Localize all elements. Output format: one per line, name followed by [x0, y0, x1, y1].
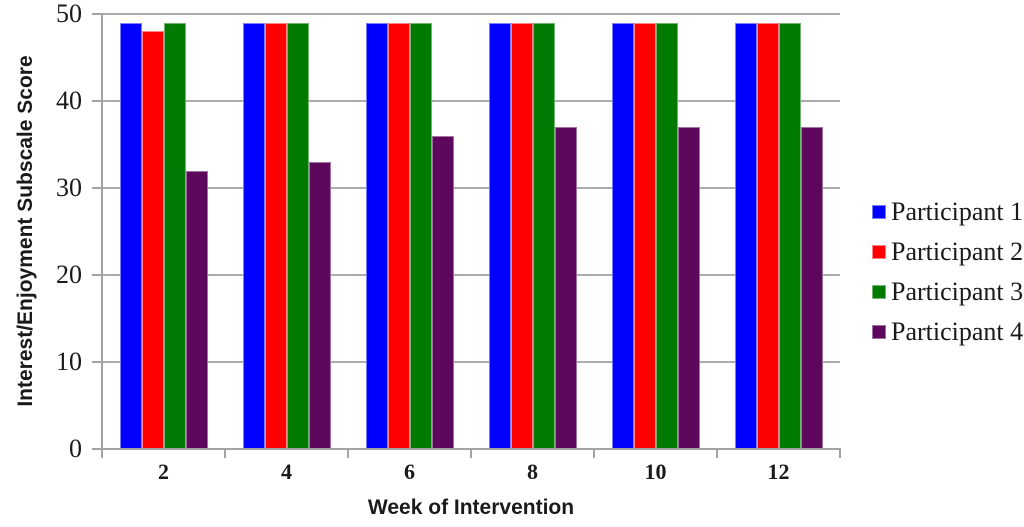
y-tick-0	[92, 448, 102, 450]
x-tick-label-8: 8	[527, 459, 538, 484]
bar-participant-4-week-12	[801, 127, 823, 449]
x-tick-label-2: 2	[158, 459, 169, 484]
y-tick-label-40: 40	[56, 86, 82, 115]
y-tick-10	[92, 361, 102, 363]
x-tick-4	[593, 449, 595, 458]
bar-participant-3-week-8	[533, 22, 555, 449]
x-tick-label-12: 12	[767, 459, 790, 484]
x-tick-label-4: 4	[281, 459, 292, 484]
bar-participant-4-week-6	[432, 135, 454, 449]
x-tick-6	[839, 449, 841, 458]
bar-participant-3-week-2	[164, 22, 186, 449]
legend-label: Participant 3	[891, 277, 1024, 306]
bar-participant-3-week-10	[656, 22, 678, 449]
x-tick-0	[101, 449, 103, 458]
bar-participant-1-week-12	[735, 22, 757, 449]
y-tick-20	[92, 274, 102, 276]
gridline-50	[102, 13, 840, 15]
gridline-10	[102, 361, 840, 363]
y-tick-label-20: 20	[56, 260, 82, 289]
x-tick-label-10: 10	[644, 459, 667, 484]
x-tick-3	[470, 449, 472, 458]
x-tick-2	[347, 449, 349, 458]
gridline-20	[102, 274, 840, 276]
y-tick-30	[92, 187, 102, 189]
plot-area	[102, 13, 840, 449]
bar-participant-4-week-2	[186, 170, 208, 449]
bar-participant-4-week-8	[555, 127, 577, 449]
bar-participant-2-week-12	[757, 22, 779, 449]
y-tick-label-10: 10	[56, 347, 82, 376]
y-axis-line	[101, 14, 103, 457]
bar-participant-1-week-6	[366, 22, 388, 449]
x-axis-title: Week of Intervention	[367, 496, 575, 519]
bar-participant-1-week-2	[120, 22, 142, 449]
x-tick-label-6: 6	[404, 459, 415, 484]
bar-participant-1-week-10	[612, 22, 634, 449]
legend-item-participant-3: Participant 3	[872, 272, 1023, 312]
legend-item-participant-2: Participant 2	[872, 232, 1023, 272]
legend-swatch-participant-3	[872, 285, 886, 299]
y-tick-label-50: 50	[56, 0, 82, 28]
bar-participant-4-week-10	[678, 127, 700, 449]
y-tick-50	[92, 13, 102, 15]
x-tick-5	[716, 449, 718, 458]
legend-label: Participant 2	[891, 237, 1024, 266]
x-axis-line	[93, 448, 841, 450]
legend-swatch-participant-4	[872, 325, 886, 339]
legend-label: Participant 4	[891, 317, 1024, 346]
bar-participant-2-week-4	[265, 22, 287, 449]
legend: Participant 1 Participant 2 Participant 3 P…	[872, 192, 1023, 352]
x-tick-1	[224, 449, 226, 458]
bar-participant-1-week-4	[243, 22, 265, 449]
y-tick-40	[92, 100, 102, 102]
legend-label: Participant 1	[891, 197, 1024, 226]
y-tick-label-30: 30	[56, 173, 82, 202]
bar-participant-3-week-4	[287, 22, 309, 449]
bar-participant-2-week-6	[388, 22, 410, 449]
legend-swatch-participant-2	[872, 245, 886, 259]
bar-participant-2-week-10	[634, 22, 656, 449]
legend-swatch-participant-1	[872, 205, 886, 219]
bar-participant-3-week-12	[779, 22, 801, 449]
gridline-30	[102, 187, 840, 189]
legend-item-participant-1: Participant 1	[872, 192, 1023, 232]
gridline-40	[102, 100, 840, 102]
bar-participant-3-week-6	[410, 22, 432, 449]
bar-participant-2-week-8	[511, 22, 533, 449]
legend-item-participant-4: Participant 4	[872, 312, 1023, 352]
bar-participant-4-week-4	[309, 161, 331, 449]
bar-participant-2-week-2	[142, 31, 164, 449]
bar-participant-1-week-8	[489, 22, 511, 449]
y-tick-label-0: 0	[69, 434, 82, 463]
